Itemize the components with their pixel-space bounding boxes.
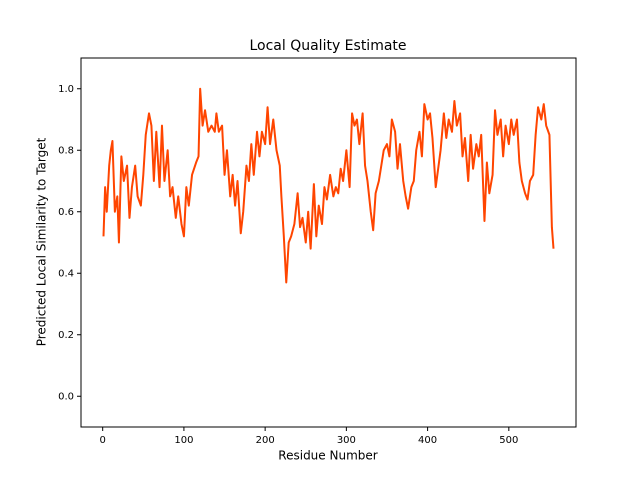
x-tick-label: 100 (174, 435, 193, 446)
y-tick-label: 0.6 (58, 207, 74, 218)
x-tick-label: 200 (256, 435, 275, 446)
y-tick-label: 1.0 (58, 84, 74, 95)
line-series (102, 87, 555, 284)
x-axis-label: Residue Number (278, 449, 377, 463)
y-axis-label: Predicted Local Similarity to Target (35, 137, 49, 346)
x-tick-label: 400 (418, 435, 437, 446)
plot-frame (80, 57, 577, 428)
x-tick-label: 300 (337, 435, 356, 446)
x-tick-label: 500 (499, 435, 518, 446)
y-tick-label: 0.4 (58, 268, 74, 279)
x-tick-label: 0 (100, 435, 106, 446)
y-tick-label: 0.8 (58, 145, 74, 156)
y-tick-label: 0.2 (58, 330, 74, 341)
y-tick-label: 0.0 (58, 391, 74, 402)
chart-title: Local Quality Estimate (249, 38, 406, 54)
